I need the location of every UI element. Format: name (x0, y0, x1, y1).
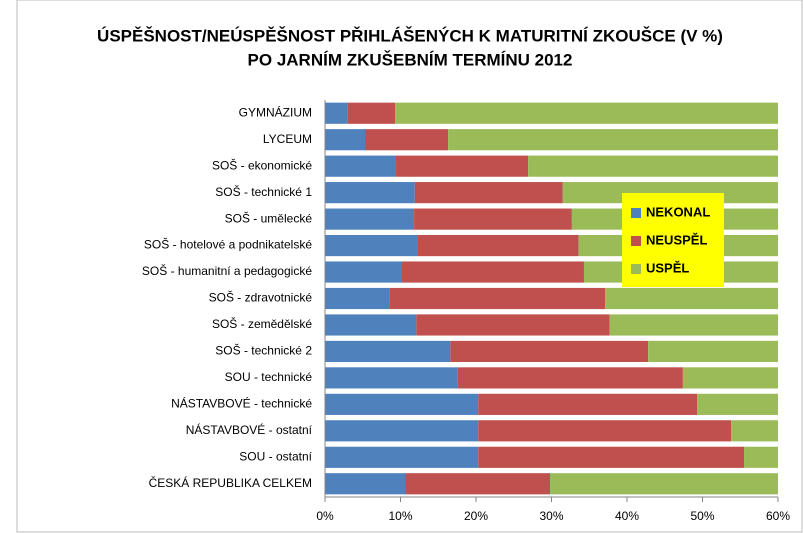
y-tick-label: ČESKÁ REPUBLIKA CELKEM (149, 475, 312, 490)
y-tick-label: SOŠ - technické 2 (215, 343, 312, 358)
bar-segment (697, 393, 778, 415)
y-tick-label: NÁSTAVBOVÉ - technické (171, 396, 312, 411)
y-tick-label: SOŠ - humanitní a pedagogické (142, 263, 312, 278)
y-tick-label: GYMNÁZIUM (239, 104, 312, 119)
bar-segment (325, 287, 390, 310)
bar-segment (389, 287, 606, 310)
bar-segment (325, 102, 348, 124)
x-tick-label: 20% (464, 509, 488, 523)
bar-segment (528, 155, 778, 177)
bar-segment (325, 182, 415, 204)
bar-segment (402, 261, 584, 283)
bar-segment (414, 208, 572, 230)
bar-segment (478, 393, 698, 415)
bar-segment (325, 446, 479, 468)
bar-segment (731, 420, 778, 442)
y-tick-label: SOU - technické (225, 370, 313, 384)
bar-segment (648, 340, 778, 363)
bar-segment (325, 420, 479, 442)
legend-swatch (631, 208, 641, 218)
chart-frame (16, 0, 803, 533)
bar-segment (365, 129, 449, 151)
x-tick-label: 60% (766, 509, 790, 523)
y-tick-label: SOŠ - hotelové a podnikatelské (144, 237, 312, 252)
bar-segment (478, 420, 732, 442)
legend-label: NEUSPĚL (646, 232, 707, 247)
x-tick-label: 10% (388, 509, 412, 523)
y-tick-label: SOŠ - technické 1 (215, 184, 312, 199)
bar-segment (605, 287, 778, 310)
bar-segment (325, 340, 451, 363)
bar-segment (682, 367, 778, 389)
y-tick-label: SOU - ostatní (239, 449, 312, 463)
legend-label: NEKONAL (646, 204, 710, 219)
bar-segment (325, 473, 406, 495)
chart-subtitle: PO JARNÍM ZKUŠEBNÍM TERMÍNU 2012 (248, 50, 573, 69)
legend-swatch (631, 236, 641, 246)
bar-segment (325, 261, 403, 283)
bar-segment (744, 446, 778, 468)
legend-swatch (631, 264, 641, 274)
y-tick-label: SOŠ - umělecké (225, 210, 313, 225)
bar-segment (347, 102, 396, 124)
bar-segment (325, 129, 366, 151)
y-tick-label: SOŠ - ekonomické (212, 157, 312, 172)
y-tick-label: SOŠ - zdravotnické (209, 290, 313, 305)
y-tick-label: NÁSTAVBOVÉ - ostatní (186, 422, 313, 437)
bar-segment (325, 234, 418, 257)
x-tick-label: 50% (690, 509, 714, 523)
bar-segment (325, 314, 417, 336)
bar-segment (325, 155, 396, 177)
bar-segment (562, 182, 778, 204)
bar-segment (325, 367, 458, 389)
bar-segment (478, 446, 745, 468)
bar-segment (448, 129, 778, 151)
bar-segment (450, 340, 649, 363)
bar-segment (325, 393, 479, 415)
y-tick-label: LYCEUM (263, 132, 312, 146)
bar-segment (395, 102, 778, 124)
chart-title: ÚSPĚŠNOST/NEÚSPĚŠNOST PŘIHLÁŠENÝCH K MAT… (97, 26, 723, 45)
bar-segment (417, 234, 579, 257)
bar-segment (549, 473, 778, 495)
bar-segment (405, 473, 550, 495)
x-tick-label: 40% (615, 509, 639, 523)
bar-segment (325, 208, 415, 230)
bar-segment (414, 182, 563, 204)
y-tick-label: SOŠ - zemědělské (212, 316, 312, 331)
legend-label: USPĚL (646, 260, 689, 275)
bar-segment (395, 155, 529, 177)
x-tick-label: 30% (539, 509, 563, 523)
x-tick-label: 0% (316, 509, 334, 523)
plot-area (325, 102, 778, 495)
bar-segment (416, 314, 610, 336)
bar-segment (457, 367, 683, 389)
bar-segment (609, 314, 778, 336)
